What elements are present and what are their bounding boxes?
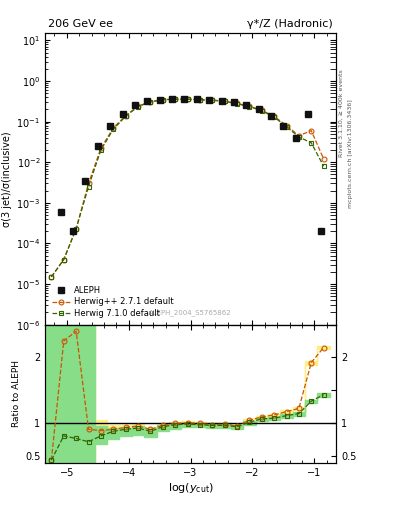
Text: 206 GeV ee: 206 GeV ee: [48, 19, 113, 29]
Legend: ALEPH, Herwig++ 2.7.1 default, Herwig 7.1.0 default: ALEPH, Herwig++ 2.7.1 default, Herwig 7.…: [50, 284, 176, 321]
Y-axis label: σ(3 jet)/σ(inclusive): σ(3 jet)/σ(inclusive): [2, 131, 12, 227]
Y-axis label: Ratio to ALEPH: Ratio to ALEPH: [12, 360, 21, 428]
Text: ALEPH_2004_S5765862: ALEPH_2004_S5765862: [149, 309, 232, 316]
Text: Rivet 3.1.10, ≥ 400k events: Rivet 3.1.10, ≥ 400k events: [339, 69, 344, 157]
Text: mcplots.cern.ch [arXiv:1306.3436]: mcplots.cern.ch [arXiv:1306.3436]: [348, 99, 353, 208]
X-axis label: log($y_{\rm cut}$): log($y_{\rm cut}$): [168, 481, 213, 495]
Text: γ*/Z (Hadronic): γ*/Z (Hadronic): [247, 19, 333, 29]
